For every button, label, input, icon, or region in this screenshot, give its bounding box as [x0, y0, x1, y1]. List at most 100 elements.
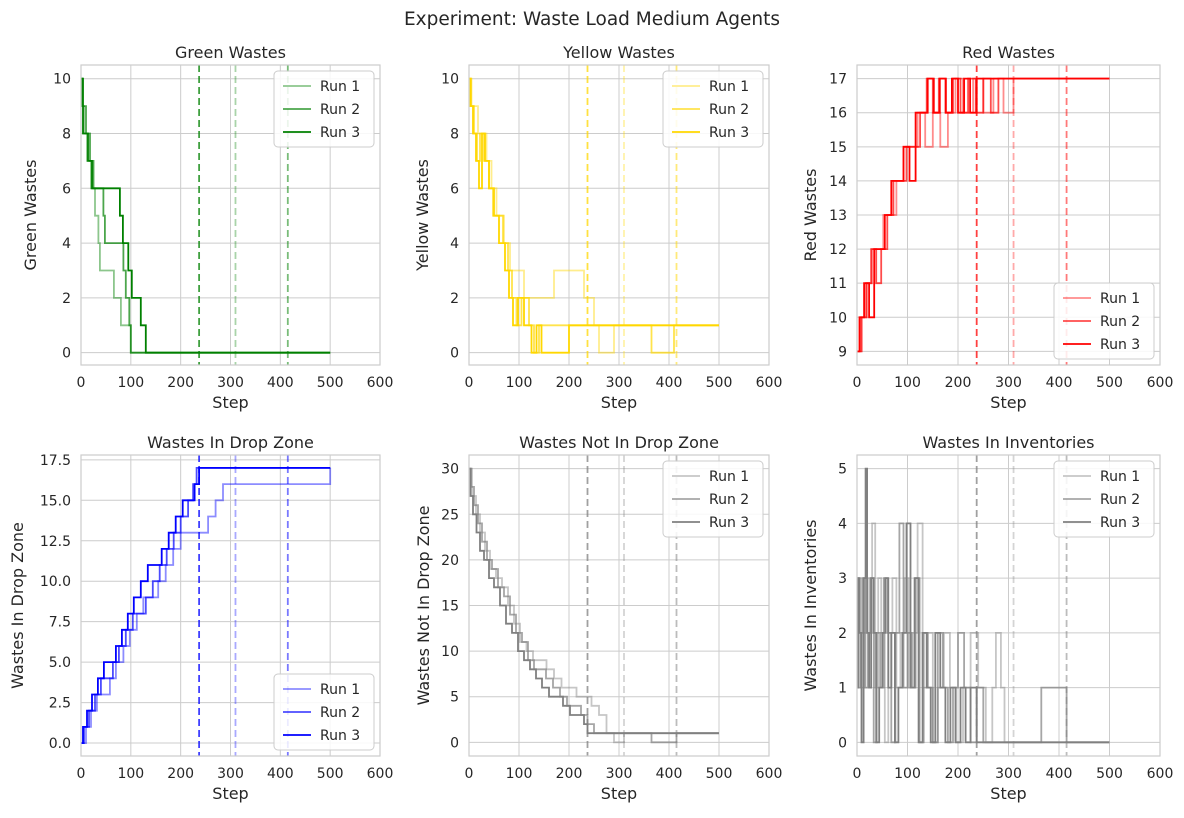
x-tick-label: 0 [465, 766, 474, 782]
y-tick-label: 13 [829, 208, 847, 224]
legend: Run 1 Run 2 Run 3 [1053, 282, 1155, 360]
axes-frame [468, 64, 770, 366]
x-axis-label: Step [601, 393, 637, 412]
x-tick-label: 300 [217, 766, 244, 782]
series-line-run-1 [469, 77, 719, 354]
figure-suptitle: Experiment: Waste Load Medium Agents [404, 9, 780, 30]
legend-label-run-3: Run 3 [709, 125, 749, 141]
x-axis-label: Step [212, 784, 248, 803]
legend: Run 1 Run 2 Run 3 [273, 70, 375, 148]
series-line-run-3 [81, 77, 331, 354]
y-axis-label: Wastes In Inventories [801, 520, 820, 692]
axes-frame [80, 454, 381, 757]
x-tick-label: 100 [506, 766, 533, 782]
legend: Run 1 Run 2 Run 3 [662, 70, 764, 148]
chart-title: Red Wastes [962, 43, 1055, 62]
x-tick-label: 500 [1096, 375, 1123, 391]
x-tick-label: 500 [317, 375, 344, 391]
y-tick-label: 20 [441, 553, 459, 569]
chart-panel-1: 0 100 200 300 400 500 600 0 2 4 6 8 10 Green Wastes St… [21, 43, 393, 412]
plot-area [81, 65, 331, 365]
y-tick-label: 8 [450, 126, 459, 142]
y-axis-label: Red Wastes [801, 169, 820, 262]
chart-panel-5: 0 100 200 300 400 500 600 0 5 10 15 20 25 30 Wastes No… [414, 433, 782, 803]
x-tick-label: 400 [1046, 375, 1073, 391]
y-tick-label: 4 [450, 236, 459, 252]
legend-label-run-1: Run 1 [709, 79, 749, 95]
legend-label-run-2: Run 2 [709, 102, 749, 118]
legend-label-run-3: Run 3 [1100, 515, 1140, 531]
legend-label-run-3: Run 3 [320, 125, 360, 141]
x-tick-label: 100 [117, 766, 144, 782]
x-tick-label: 400 [267, 766, 294, 782]
y-tick-label: 10 [441, 644, 459, 660]
y-tick-label: 7.5 [49, 615, 71, 631]
legend-box [662, 70, 764, 148]
y-tick-label: 15 [829, 140, 847, 156]
legend: Run 1 Run 2 Run 3 [1053, 460, 1155, 538]
y-tick-label: 0 [450, 346, 459, 362]
legend-label-run-1: Run 1 [320, 682, 360, 698]
x-tick-label: 600 [1147, 766, 1174, 782]
x-tick-label: 0 [465, 375, 474, 391]
x-tick-label: 400 [656, 766, 683, 782]
y-tick-label: 0 [838, 735, 847, 751]
x-tick-label: 100 [894, 766, 921, 782]
y-tick-label: 0 [450, 735, 459, 751]
x-tick-label: 0 [77, 375, 86, 391]
y-axis-label: Wastes In Drop Zone [8, 522, 27, 689]
y-tick-label: 10.0 [40, 574, 71, 590]
x-tick-label: 600 [1147, 375, 1174, 391]
y-tick-label: 3 [838, 571, 847, 587]
y-tick-label: 14 [829, 174, 847, 190]
x-tick-label: 100 [117, 375, 144, 391]
x-tick-label: 400 [1046, 766, 1073, 782]
chart-panel-6: 0 100 200 300 400 500 600 0 1 2 3 4 5 Wastes In Inven… [801, 433, 1173, 803]
y-tick-label: 11 [829, 276, 847, 292]
x-tick-label: 200 [945, 766, 972, 782]
legend-box [273, 70, 375, 148]
x-tick-label: 100 [894, 375, 921, 391]
legend: Run 1 Run 2 Run 3 [273, 673, 375, 751]
y-tick-label: 4 [838, 516, 847, 532]
x-tick-label: 300 [995, 766, 1022, 782]
series-line-run-2 [857, 77, 1110, 353]
x-tick-label: 600 [367, 766, 394, 782]
y-tick-label: 17.5 [40, 453, 71, 469]
legend-label-run-2: Run 2 [709, 492, 749, 508]
y-tick-label: 4 [62, 236, 71, 252]
series-line-run-3 [857, 77, 1110, 353]
x-tick-label: 300 [606, 766, 633, 782]
y-tick-label: 10 [441, 72, 459, 88]
y-tick-label: 25 [441, 507, 459, 523]
legend-box [273, 673, 375, 751]
chart-title: Wastes In Drop Zone [147, 433, 314, 452]
axes-frame [856, 454, 1161, 757]
chart-title: Wastes In Inventories [923, 433, 1095, 452]
y-tick-label: 16 [829, 106, 847, 122]
x-tick-label: 200 [556, 375, 583, 391]
y-tick-label: 2.5 [49, 696, 71, 712]
y-tick-label: 15 [441, 599, 459, 615]
series-line-run-3 [857, 467, 1110, 744]
y-tick-label: 15.0 [40, 493, 71, 509]
x-axis-label: Step [990, 784, 1026, 803]
x-tick-label: 600 [756, 766, 783, 782]
y-tick-label: 1 [838, 681, 847, 697]
legend: Run 1 Run 2 Run 3 [662, 460, 764, 538]
legend-label-run-3: Run 3 [320, 728, 360, 744]
x-tick-label: 400 [267, 375, 294, 391]
y-tick-label: 12.5 [40, 534, 71, 550]
legend-box [662, 460, 764, 538]
x-axis-label: Step [212, 393, 248, 412]
x-axis-label: Step [601, 784, 637, 803]
legend-label-run-3: Run 3 [709, 515, 749, 531]
x-tick-label: 500 [706, 375, 733, 391]
legend-label-run-2: Run 2 [1100, 314, 1140, 330]
x-tick-label: 500 [1096, 766, 1123, 782]
x-tick-label: 200 [556, 766, 583, 782]
plot-area [857, 65, 1110, 365]
